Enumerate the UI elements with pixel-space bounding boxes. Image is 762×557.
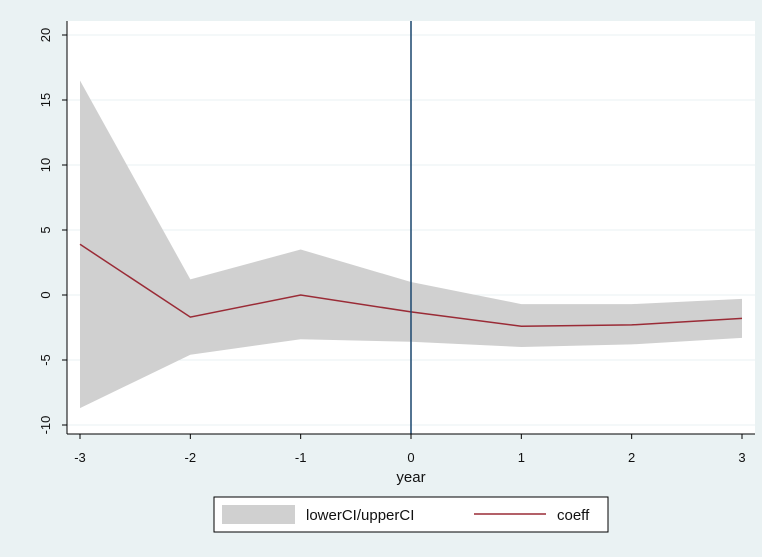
y-tick-label-1: -5 xyxy=(38,354,53,366)
y-tick-label-6: 20 xyxy=(38,28,53,42)
legend-label-line: coeff xyxy=(557,507,590,524)
y-tick-label-3: 5 xyxy=(38,226,53,233)
x-axis-title: year xyxy=(396,469,425,486)
x-tick-label-0: -3 xyxy=(74,450,86,465)
y-tick-label-0: -10 xyxy=(38,416,53,435)
legend: lowerCI/upperCI coeff xyxy=(213,496,609,533)
x-tick-label-3: 0 xyxy=(407,450,414,465)
x-tick-label-1: -2 xyxy=(185,450,197,465)
x-tick-label-4: 1 xyxy=(518,450,525,465)
y-tick-label-4: 10 xyxy=(38,158,53,172)
y-tick-label-5: 15 xyxy=(38,93,53,107)
y-tick-label-2: 0 xyxy=(38,291,53,298)
x-tick-label-5: 2 xyxy=(628,450,635,465)
legend-swatch-band xyxy=(222,505,295,524)
x-tick-label-6: 3 xyxy=(738,450,745,465)
legend-label-band: lowerCI/upperCI xyxy=(306,507,414,524)
x-tick-label-2: -1 xyxy=(295,450,307,465)
